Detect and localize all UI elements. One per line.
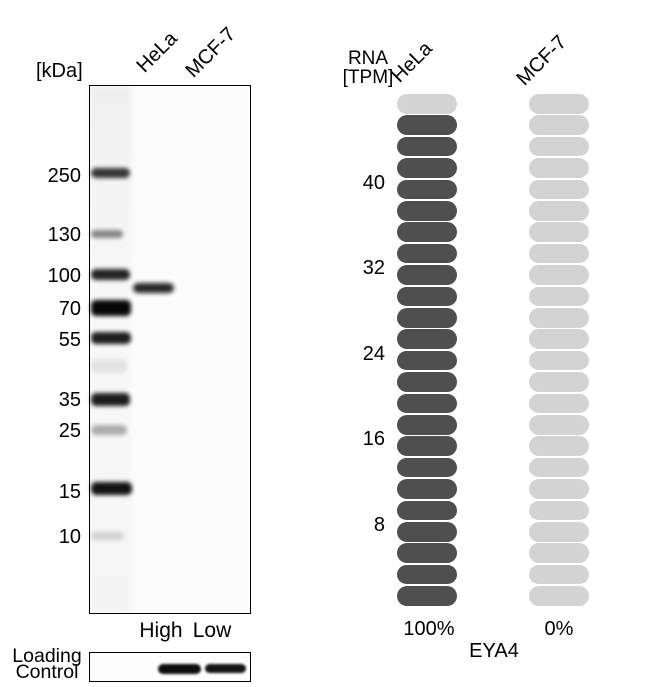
rna-pill-hela-22: [397, 543, 457, 564]
ladder-band-250: [91, 167, 130, 178]
kda-marker-label-250: 250: [47, 165, 81, 187]
rna-pill-hela-8: [397, 243, 457, 264]
rna-pill-hela-5: [397, 179, 457, 200]
rna-pill-mcf-7-23: [529, 564, 589, 585]
kda-marker-label-130: 130: [47, 224, 81, 246]
kda-marker-label-100: 100: [47, 265, 81, 287]
rna-pill-mcf-7-21: [529, 522, 589, 542]
rna-pill-hela-10: [397, 286, 457, 307]
rna-pill-hela-9: [397, 265, 457, 285]
rna-pill-hela-7: [397, 222, 457, 243]
rna-pill-mcf-7-7: [529, 222, 589, 243]
rna-pill-mcf-7-8: [529, 243, 589, 264]
kda-marker-label-35: 35: [58, 389, 81, 411]
rna-pill-hela-18: [397, 457, 457, 478]
gene-name-label: EYA4: [469, 640, 519, 662]
rna-pill-hela-1: [397, 94, 457, 114]
blot-lane-label-hela: HeLa: [132, 27, 182, 77]
rna-pill-mcf-7-13: [529, 350, 589, 371]
loading-control-band-2: [204, 664, 246, 673]
rna-pill-mcf-7-20: [529, 500, 589, 521]
rna-pill-mcf-7-10: [529, 286, 589, 307]
y-axis-label-line1: RNA: [347, 48, 389, 69]
rna-pill-hela-24: [397, 586, 457, 606]
kda-marker-label-10: 10: [58, 526, 81, 548]
loading-control-membrane: [89, 652, 251, 682]
rna-pill-mcf-7-9: [529, 265, 589, 285]
hela-protein-band: [132, 282, 174, 293]
rna-pill-mcf-7-1: [529, 94, 589, 114]
percent-label-hela: 100%: [403, 618, 455, 640]
rna-pill-mcf-7-16: [529, 415, 589, 435]
rna-pill-hela-19: [397, 479, 457, 499]
rna-pill-hela-6: [397, 201, 457, 221]
rna-pill-mcf-7-22: [529, 543, 589, 564]
rna-pill-mcf-7-18: [529, 457, 589, 478]
y-tick-8: 8: [373, 514, 385, 536]
rna-pill-mcf-7-3: [529, 136, 589, 157]
blot-membrane: [89, 85, 251, 614]
rna-pill-hela-17: [397, 436, 457, 457]
kda-unit-label: [kDa]: [36, 60, 83, 82]
rna-pill-hela-16: [397, 415, 457, 435]
rna-pill-hela-14: [397, 372, 457, 392]
percent-label-mcf7: 0%: [544, 618, 574, 640]
rna-pill-hela-12: [397, 329, 457, 350]
ladder-band-55: [91, 331, 131, 344]
blot-lane-label-mcf7: MCF-7: [181, 23, 241, 83]
rna-pill-mcf-7-4: [529, 158, 589, 178]
y-tick-24: 24: [362, 342, 385, 365]
rna-pill-hela-3: [397, 136, 457, 157]
rna-pill-hela-21: [397, 522, 457, 542]
rna-pill-mcf-7-19: [529, 479, 589, 499]
ladder-band-35: [91, 393, 130, 406]
ladder-band-70: [91, 299, 131, 316]
ladder-smear-0: [91, 358, 127, 373]
ladder-band-25: [91, 424, 127, 435]
rna-pill-hela-11: [397, 308, 457, 328]
rna-pill-mcf-7-14: [529, 372, 589, 392]
lane-amount-label-high: High: [139, 619, 183, 642]
rna-pill-mcf-7-5: [529, 179, 589, 200]
ladder-band-15: [91, 482, 132, 495]
rna-pill-hela-2: [397, 115, 457, 136]
kda-marker-label-15: 15: [58, 481, 81, 503]
rna-pill-hela-20: [397, 500, 457, 521]
loading-control-label: Loading Control: [10, 645, 84, 683]
y-tick-16: 16: [362, 428, 385, 451]
rna-pill-mcf-7-6: [529, 201, 589, 221]
lane-amount-label-low: Low: [192, 619, 232, 642]
rna-pill-hela-15: [397, 393, 457, 414]
ladder-band-10: [91, 531, 124, 540]
rna-pill-mcf-7-2: [529, 115, 589, 136]
rna-pill-mcf-7-11: [529, 308, 589, 328]
rna-pill-mcf-7-12: [529, 329, 589, 350]
rna-pill-hela-4: [397, 158, 457, 178]
y-axis-label-line2: [TPM]: [342, 67, 394, 88]
ladder-band-100: [91, 269, 130, 280]
loading-control-label-line1: Loading: [12, 645, 82, 667]
y-tick-40: 40: [362, 171, 385, 194]
y-tick-32: 32: [362, 257, 385, 280]
loading-control-label-line2: Control: [15, 660, 79, 683]
chart-column-label-hela: HeLa: [387, 37, 437, 87]
rna-pill-hela-23: [397, 564, 457, 585]
chart-column-label-mcf7: MCF-7: [512, 31, 572, 91]
y-axis-label: RNA [TPM]: [341, 49, 395, 87]
kda-marker-label-70: 70: [58, 298, 81, 320]
rna-pill-mcf-7-15: [529, 393, 589, 414]
rna-pill-mcf-7-17: [529, 436, 589, 457]
loading-control-band-1: [157, 663, 201, 674]
kda-marker-label-25: 25: [58, 420, 81, 442]
rna-pill-hela-13: [397, 350, 457, 371]
kda-marker-label-55: 55: [58, 329, 81, 351]
rna-pill-mcf-7-24: [529, 586, 589, 606]
ladder-band-130: [91, 229, 123, 238]
